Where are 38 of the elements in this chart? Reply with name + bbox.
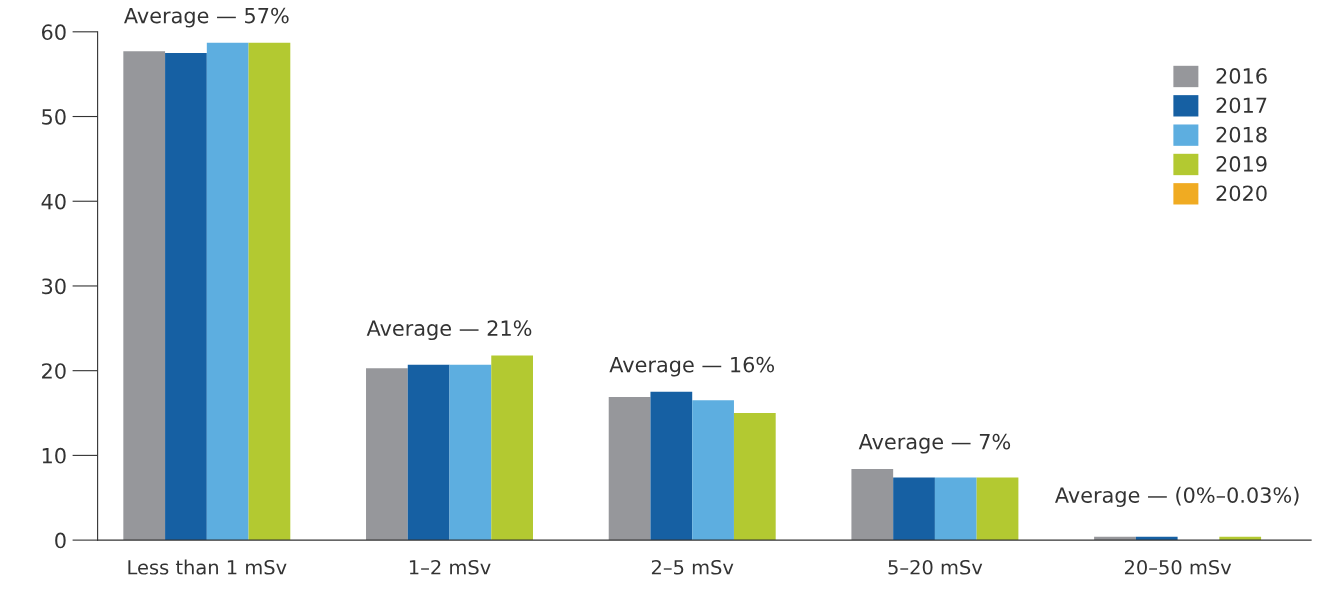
bar: [123, 51, 166, 541]
legend-label: 2018: [1216, 126, 1267, 143]
legend-label: 2020: [1216, 185, 1267, 202]
annotation: Average — 7%: [858, 433, 1011, 454]
bar: [608, 396, 651, 541]
legend-label: 2019: [1216, 156, 1267, 172]
annotation: Average — 16%: [609, 356, 775, 377]
bar: [893, 477, 935, 541]
y-tick-label: 30: [42, 278, 66, 295]
text: Average — 57%: [124, 7, 289, 28]
bar: [976, 477, 1019, 541]
bar: [491, 355, 533, 541]
y-tick-label: 10: [42, 447, 66, 464]
x-tick-label: 2–5 mSv: [651, 559, 734, 575]
y-tick-label: 50: [42, 108, 66, 125]
x-tick-label: 1–2 mSv: [409, 559, 491, 575]
y-tick-label: 0: [55, 532, 66, 549]
bar: [407, 364, 450, 541]
bar: [449, 364, 492, 541]
bar: [366, 368, 408, 541]
bar: [851, 468, 894, 541]
bar: [165, 52, 207, 541]
x-tick-label: 20–50 mSv: [1124, 559, 1232, 575]
legend-label: 2017: [1216, 97, 1267, 114]
bar: [248, 42, 291, 541]
y-tick-label: 40: [41, 193, 66, 210]
x-tick-label: 5–20 mSv: [888, 559, 983, 575]
legend-label: 2016: [1216, 68, 1267, 84]
bar: [650, 391, 693, 541]
y-tick-label: 20: [42, 363, 66, 379]
bar: [692, 400, 734, 541]
bar: [733, 413, 776, 541]
annotation: Average — (0%–0.03%): [1055, 486, 1299, 507]
bar: [934, 477, 977, 541]
bar: [206, 42, 249, 541]
x-tick-label: Less than 1 mSv: [128, 559, 287, 575]
annotation: Average — 21%: [366, 320, 532, 341]
y-tick-label: 60: [42, 24, 66, 41]
